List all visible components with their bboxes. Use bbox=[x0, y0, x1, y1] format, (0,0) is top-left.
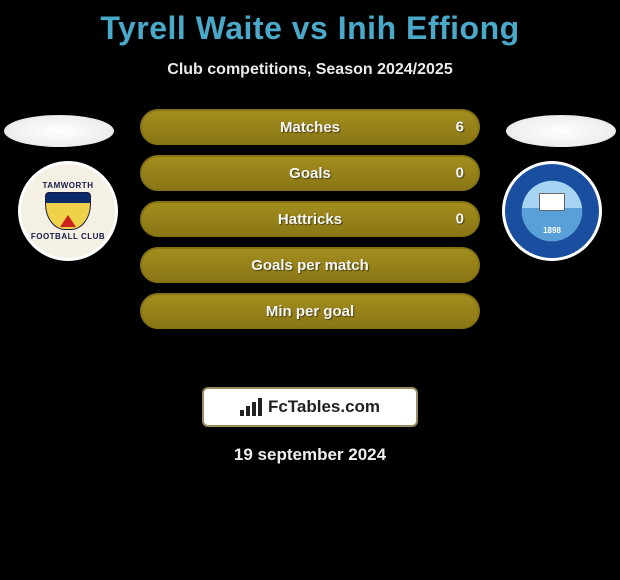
page-title: Tyrell Waite vs Inih Effiong bbox=[0, 0, 620, 47]
stat-label: Min per goal bbox=[266, 303, 354, 320]
stat-label: Hattricks bbox=[278, 211, 342, 228]
club-crest-right: 1898 THE IRON bbox=[502, 161, 602, 261]
player-photo-right bbox=[506, 115, 616, 147]
comparison-card: Tyrell Waite vs Inih Effiong Club compet… bbox=[0, 0, 620, 580]
club-crest-left: TAMWORTH FOOTBALL CLUB bbox=[18, 161, 118, 261]
crest-left-top-text: TAMWORTH bbox=[43, 181, 94, 190]
branding-text: FcTables.com bbox=[268, 397, 380, 417]
crest-right-inner: 1898 bbox=[522, 181, 582, 241]
stats-column: Matches 6 Goals 0 Hattricks 0 Goals per … bbox=[140, 109, 480, 339]
stat-right-value: 0 bbox=[456, 211, 464, 228]
crest-left-shield bbox=[45, 192, 91, 230]
player-photo-left bbox=[4, 115, 114, 147]
stat-row-goals-per-match: Goals per match bbox=[140, 247, 480, 283]
stat-row-goals: Goals 0 bbox=[140, 155, 480, 191]
stat-label: Goals per match bbox=[251, 257, 369, 274]
branding-box[interactable]: FcTables.com bbox=[202, 387, 418, 427]
stat-label: Matches bbox=[280, 119, 340, 136]
subtitle: Club competitions, Season 2024/2025 bbox=[0, 61, 620, 79]
stat-label: Goals bbox=[289, 165, 331, 182]
stat-right-value: 0 bbox=[456, 165, 464, 182]
crest-right-year: 1898 bbox=[543, 226, 561, 235]
bar-chart-icon bbox=[240, 398, 262, 416]
stat-row-min-per-goal: Min per goal bbox=[140, 293, 480, 329]
content-area: TAMWORTH FOOTBALL CLUB 1898 THE IRON Mat… bbox=[0, 109, 620, 369]
stat-row-matches: Matches 6 bbox=[140, 109, 480, 145]
stat-row-hattricks: Hattricks 0 bbox=[140, 201, 480, 237]
date-line: 19 september 2024 bbox=[0, 445, 620, 465]
crest-left-bottom-text: FOOTBALL CLUB bbox=[31, 232, 105, 241]
stat-right-value: 6 bbox=[456, 119, 464, 136]
